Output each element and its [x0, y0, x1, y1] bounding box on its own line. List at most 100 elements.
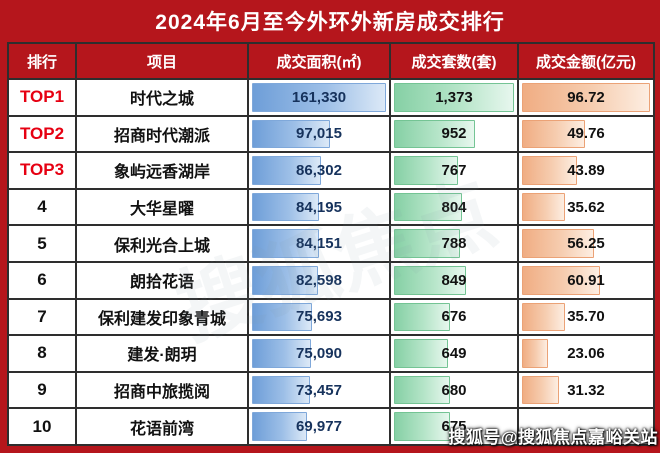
- amount-value: 23.06: [567, 344, 605, 362]
- col-header-amount: 成交金额(亿元): [517, 42, 655, 80]
- area-value: 75,693: [296, 308, 342, 326]
- units-cell: 676: [389, 297, 519, 337]
- units-databar: [394, 412, 450, 441]
- area-cell: 97,015: [247, 114, 391, 154]
- area-value: 84,151: [296, 235, 342, 253]
- page-title: 2024年6月至今外环外新房成交排行: [155, 11, 505, 34]
- units-databar: [394, 83, 514, 112]
- area-databar: [252, 375, 310, 405]
- col-header-area: 成交面积(㎡): [247, 42, 391, 80]
- amount-value: 35.62: [567, 198, 605, 216]
- units-cell: 675: [389, 407, 519, 446]
- table-row: 8 建发·朗玥 75,090 649 23.06: [7, 334, 655, 373]
- area-databar: [252, 83, 386, 112]
- project-cell: 招商中旅揽阅: [75, 370, 249, 410]
- col-header-units: 成交套数(套): [389, 42, 519, 80]
- units-cell: 680: [389, 370, 519, 410]
- units-cell: 788: [389, 224, 519, 263]
- rank-cell: 10: [7, 407, 77, 446]
- units-value: 1,373: [435, 88, 473, 106]
- area-databar: [252, 412, 307, 441]
- table-row: TOP3 象屿远香湖岸 86,302 767 43.89: [7, 151, 655, 190]
- amount-cell: 43.89: [517, 151, 655, 190]
- units-databar: [394, 339, 448, 368]
- area-cell: 75,090: [247, 334, 391, 373]
- units-value: 767: [441, 161, 467, 179]
- units-databar: [394, 156, 459, 185]
- area-databar: [252, 265, 318, 295]
- units-value: 680: [441, 381, 467, 399]
- area-cell: 86,302: [247, 151, 391, 190]
- amount-cell: 23.06: [517, 334, 655, 373]
- units-value: 849: [441, 271, 467, 289]
- header-row: 排行 项目 成交面积(㎡) 成交套数(套) 成交金额(亿元): [7, 42, 655, 80]
- area-databar: [252, 339, 312, 368]
- table-row: TOP2 招商时代潮派 97,015 952 49.76: [7, 114, 655, 154]
- project-cell: 保利建发印象青城: [75, 297, 249, 337]
- rank-cell: 8: [7, 334, 77, 373]
- units-databar: [394, 229, 461, 258]
- units-cell: 767: [389, 151, 519, 190]
- area-databar: [252, 229, 320, 258]
- project-cell: 保利光合上城: [75, 224, 249, 263]
- area-value: 86,302: [296, 161, 342, 179]
- col-header-project: 项目: [75, 42, 249, 80]
- area-value: 69,977: [296, 418, 342, 436]
- amount-value: 96.72: [567, 88, 605, 106]
- units-value: 675: [441, 418, 467, 436]
- rank-cell: TOP2: [7, 114, 77, 154]
- project-cell: 建发·朗玥: [75, 334, 249, 373]
- table-row: TOP1 时代之城 161,330 1,373 96.72: [7, 78, 655, 117]
- area-databar: [252, 119, 331, 149]
- area-cell: 69,977: [247, 407, 391, 446]
- amount-databar: [522, 119, 585, 149]
- units-cell: 1,373: [389, 78, 519, 117]
- area-value: 161,330: [291, 88, 347, 106]
- units-databar: [394, 192, 462, 222]
- amount-databar: [522, 339, 548, 368]
- rank-cell: 9: [7, 370, 77, 410]
- project-cell: 大华星曜: [75, 187, 249, 227]
- rank-cell: 6: [7, 260, 77, 300]
- amount-value: 31.32: [567, 381, 605, 399]
- table-row: 6 朗拾花语 82,598 849 60.91: [7, 260, 655, 300]
- units-cell: 649: [389, 334, 519, 373]
- amount-cell: 56.25: [517, 224, 655, 263]
- table-row: 7 保利建发印象青城 75,693 676 35.70: [7, 297, 655, 337]
- project-cell: 朗拾花语: [75, 260, 249, 300]
- units-value: 952: [441, 125, 467, 143]
- table-row: 5 保利光合上城 84,151 788 56.25: [7, 224, 655, 263]
- amount-value: 43.89: [567, 161, 605, 179]
- amount-databar: [522, 156, 577, 185]
- area-cell: 73,457: [247, 370, 391, 410]
- col-header-rank: 排行: [7, 42, 77, 80]
- units-value: 804: [441, 198, 467, 216]
- rank-cell: TOP3: [7, 151, 77, 190]
- area-cell: 82,598: [247, 260, 391, 300]
- area-cell: 84,195: [247, 187, 391, 227]
- table-row: 4 大华星曜 84,195 804 35.62: [7, 187, 655, 227]
- amount-cell: 35.70: [517, 297, 655, 337]
- area-cell: 75,693: [247, 297, 391, 337]
- area-value: 75,090: [296, 344, 342, 362]
- amount-cell: 49.76: [517, 114, 655, 154]
- units-cell: 952: [389, 114, 519, 154]
- units-value: 649: [441, 344, 467, 362]
- units-cell: 804: [389, 187, 519, 227]
- project-cell: 招商时代潮派: [75, 114, 249, 154]
- amount-cell: [517, 407, 655, 446]
- amount-value: 35.70: [567, 308, 605, 326]
- table-row: 10 花语前湾 69,977 675: [7, 407, 655, 446]
- units-databar: [394, 119, 476, 149]
- area-value: 73,457: [296, 381, 342, 399]
- amount-databar: [522, 302, 566, 332]
- amount-databar: [522, 229, 594, 258]
- amount-databar: [522, 192, 566, 222]
- units-value: 788: [441, 235, 467, 253]
- ranking-table: 排行 项目 成交面积(㎡) 成交套数(套) 成交金额(亿元) TOP1 时代之城 1…: [7, 42, 655, 446]
- area-cell: 84,151: [247, 224, 391, 263]
- amount-databar: [522, 83, 650, 112]
- area-cell: 161,330: [247, 78, 391, 117]
- units-cell: 849: [389, 260, 519, 300]
- project-cell: 时代之城: [75, 78, 249, 117]
